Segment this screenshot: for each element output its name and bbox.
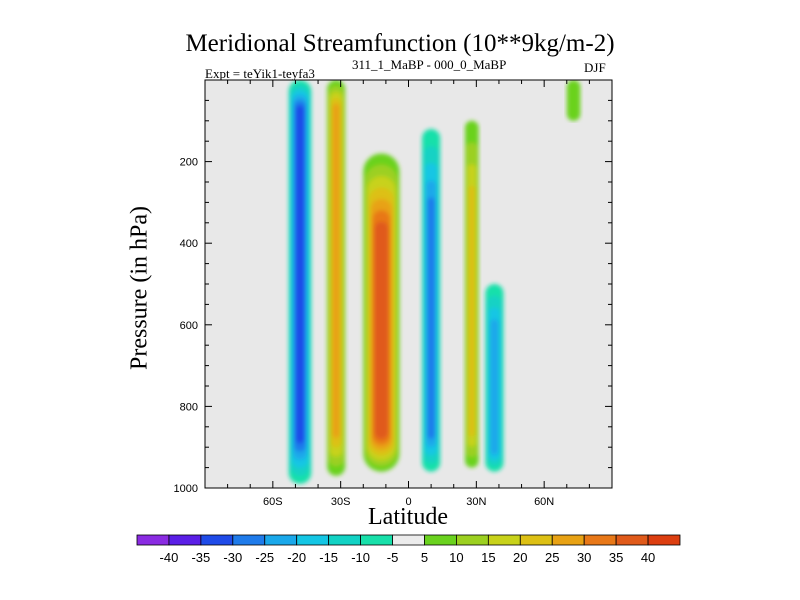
- colorbar-label: -40: [160, 550, 179, 565]
- x-tick-label: 30N: [466, 496, 486, 508]
- season-label: DJF: [584, 60, 606, 75]
- colorbar-swatch: [456, 534, 489, 546]
- colorbar-label: 40: [641, 550, 655, 565]
- colorbar-label: -10: [351, 550, 370, 565]
- contour-feature: [422, 128, 441, 472]
- x-tick-label: 30S: [331, 496, 351, 508]
- y-ticks: 200 400 600 800 1000: [174, 99, 612, 495]
- colorbar-swatch: [264, 534, 298, 546]
- contour-band: [566, 80, 581, 121]
- contour-band: [374, 221, 389, 439]
- colorbar-label: -25: [255, 550, 274, 565]
- contour-band: [468, 185, 475, 437]
- y-tick-label: 800: [180, 401, 198, 413]
- colorbar-swatch: [200, 534, 234, 546]
- colorbar-swatch: [615, 534, 649, 546]
- colorbar-swatch: [424, 534, 457, 546]
- y-tick-label: 200: [180, 157, 198, 169]
- colorbar-label: -30: [223, 550, 242, 565]
- colorbar-label: 5: [421, 550, 428, 565]
- y-tick-label: 600: [180, 320, 198, 332]
- experiment-label: Expt = teYik1-teyfa3: [205, 66, 315, 81]
- colorbar-label: -35: [191, 550, 210, 565]
- colorbar-label: 15: [481, 550, 495, 565]
- colorbar-label: 20: [513, 550, 527, 565]
- x-axis-label: Latitude: [368, 504, 448, 530]
- contour-feature: [465, 120, 479, 468]
- colorbar-swatch: [519, 534, 553, 546]
- colorbar-label: 10: [449, 550, 463, 565]
- contour-feature: [363, 153, 400, 472]
- colorbar-swatch: [551, 534, 585, 546]
- colorbar-swatch: [328, 534, 361, 546]
- y-tick-label: 400: [180, 238, 198, 250]
- contour-band: [332, 103, 340, 438]
- x-tick-label: 60S: [263, 496, 283, 508]
- colorbar-swatch: [583, 534, 617, 546]
- plot-background: [205, 80, 612, 488]
- colorbar-swatch: [487, 534, 521, 546]
- contour-fields: [288, 80, 581, 484]
- x-tick-label: 60N: [534, 496, 554, 508]
- colorbar-label: 30: [577, 550, 591, 565]
- colorbar-label: -5: [387, 550, 399, 565]
- colorbar-label: -20: [287, 550, 306, 565]
- colorbar-swatch: [168, 534, 202, 546]
- x-tick-label: 0: [405, 496, 411, 508]
- contour-band: [295, 105, 305, 444]
- colorbar-label: 25: [545, 550, 559, 565]
- colorbar: -40 -35 -30 -25 -20 -15 -10 -5 5 10 15 20 25 30 35 40: [136, 534, 681, 565]
- contour-feature: [485, 284, 504, 472]
- colorbar-swatch: [136, 534, 170, 546]
- colorbar-swatch: [232, 534, 266, 546]
- contour-feature: [327, 80, 346, 476]
- contour-feature: [288, 80, 312, 484]
- colorbar-label: 35: [609, 550, 623, 565]
- contour-band: [490, 319, 499, 455]
- period-label: 311_1_MaBP - 000_0_MaBP: [352, 57, 507, 72]
- contour-feature: [566, 80, 581, 121]
- colorbar-swatch: [296, 534, 330, 546]
- colorbar-swatch: [360, 534, 393, 546]
- contour-band: [427, 197, 435, 439]
- y-tick-label: 1000: [174, 483, 198, 495]
- x-ticks: 60S 30S 0 30N 60N: [227, 80, 590, 508]
- colorbar-label: -15: [319, 550, 338, 565]
- colorbar-swatch: [392, 534, 425, 546]
- chart-title: Meridional Streamfunction (10**9kg/m-2): [185, 30, 615, 57]
- colorbar-swatch: [647, 534, 681, 546]
